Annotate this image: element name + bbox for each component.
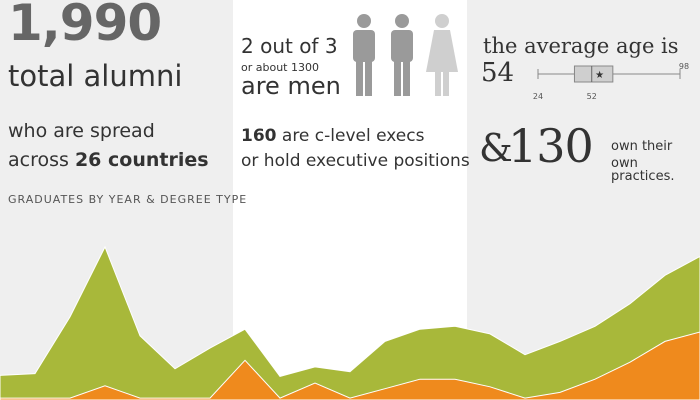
female-person-icon xyxy=(426,14,458,96)
countries-count: 26 countries xyxy=(74,149,209,171)
execs-subline: or hold executive positions xyxy=(241,151,470,171)
average-age-label: the average age is xyxy=(483,34,679,58)
execs-count: 160 xyxy=(241,126,277,146)
countries-text: across 26 countries xyxy=(8,151,209,170)
green-area-series xyxy=(0,245,700,400)
boxplot-min-label: 24 xyxy=(533,92,543,101)
chart-caption: graduates by year & degree Type xyxy=(8,193,248,206)
practices-label-1: own their xyxy=(611,139,673,154)
gender-figures xyxy=(353,14,458,96)
boxplot-max-label: 98 xyxy=(679,62,689,71)
total-alumni-label: total alumni xyxy=(8,59,183,93)
boxplot-mean-marker: ★ xyxy=(595,70,604,81)
ampersand: & xyxy=(479,126,513,170)
spread-prefix: across xyxy=(8,149,75,171)
execs-line: 160 are c-level execs xyxy=(241,128,424,145)
total-alumni-number: 1,990 xyxy=(8,0,162,52)
execs-label: are c-level execs xyxy=(276,126,425,146)
gender-ratio: 2 out of 3 xyxy=(241,34,338,58)
are-men-label: are men xyxy=(241,72,341,100)
average-age-value: 54 xyxy=(481,58,515,88)
age-boxplot: ★ 24 52 98 xyxy=(533,62,689,101)
boxplot-box xyxy=(573,65,614,83)
male-person-icon xyxy=(391,14,413,96)
gender-about: or about 1300 xyxy=(241,61,319,74)
practices-count: 130 xyxy=(508,119,594,173)
orange-area-series xyxy=(0,331,700,400)
boxplot-median-label: 52 xyxy=(587,92,597,101)
practices-label-2: own practices. xyxy=(611,156,675,184)
male-person-icon xyxy=(353,14,375,96)
spread-text: who are spread xyxy=(8,120,155,142)
